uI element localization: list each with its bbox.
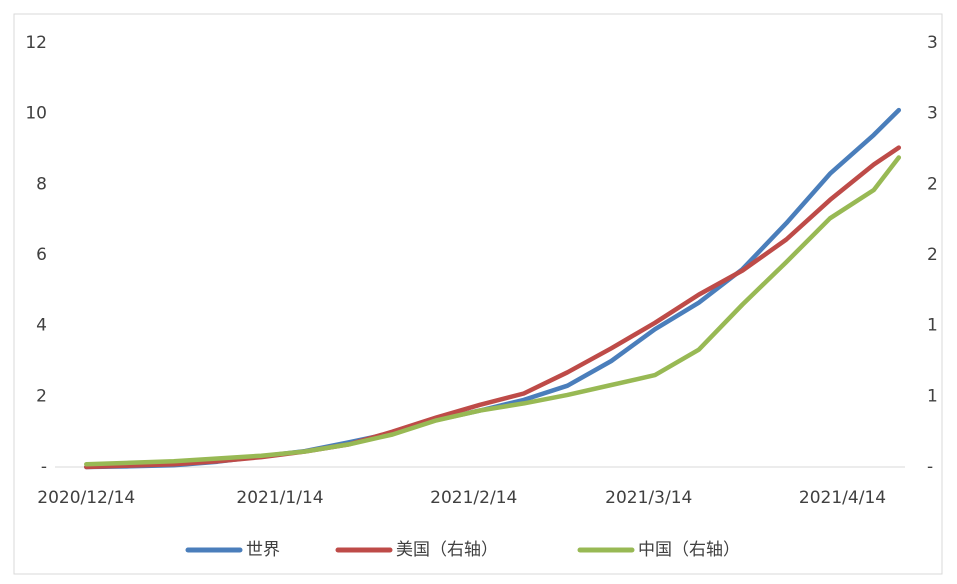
line-series bbox=[84, 145, 902, 470]
chart-frame bbox=[13, 13, 943, 575]
line-series bbox=[84, 155, 902, 467]
y2-tick-label: 2 bbox=[927, 245, 938, 265]
y-tick-label: 8 bbox=[36, 174, 47, 194]
y-tick-label: 12 bbox=[25, 33, 47, 53]
x-tick-label: 2021/2/14 bbox=[430, 488, 517, 508]
y2-tick-label: 2 bbox=[927, 174, 938, 194]
y-tick-label: 4 bbox=[36, 316, 47, 336]
x-tick-label: 2021/4/14 bbox=[799, 488, 886, 508]
x-tick-label: 2021/1/14 bbox=[236, 488, 323, 508]
y-tick-label: - bbox=[41, 457, 47, 477]
y-tick-label: 6 bbox=[36, 245, 47, 265]
y2-tick-label: 1 bbox=[927, 316, 938, 336]
y2-tick-label: 3 bbox=[927, 104, 938, 124]
y2-tick-label: 3 bbox=[927, 33, 938, 53]
x-tick-label: 2021/3/14 bbox=[605, 488, 692, 508]
legend-label: 中国（右轴） bbox=[638, 540, 740, 560]
y-tick-label: 2 bbox=[36, 386, 47, 406]
y-tick-label: 10 bbox=[25, 104, 47, 124]
y2-tick-label: - bbox=[927, 457, 933, 477]
legend-label: 世界 bbox=[246, 540, 280, 560]
y2-tick-label: 1 bbox=[927, 386, 938, 406]
x-tick-label: 2020/12/14 bbox=[37, 488, 135, 508]
legend-label: 美国（右轴） bbox=[396, 540, 498, 560]
